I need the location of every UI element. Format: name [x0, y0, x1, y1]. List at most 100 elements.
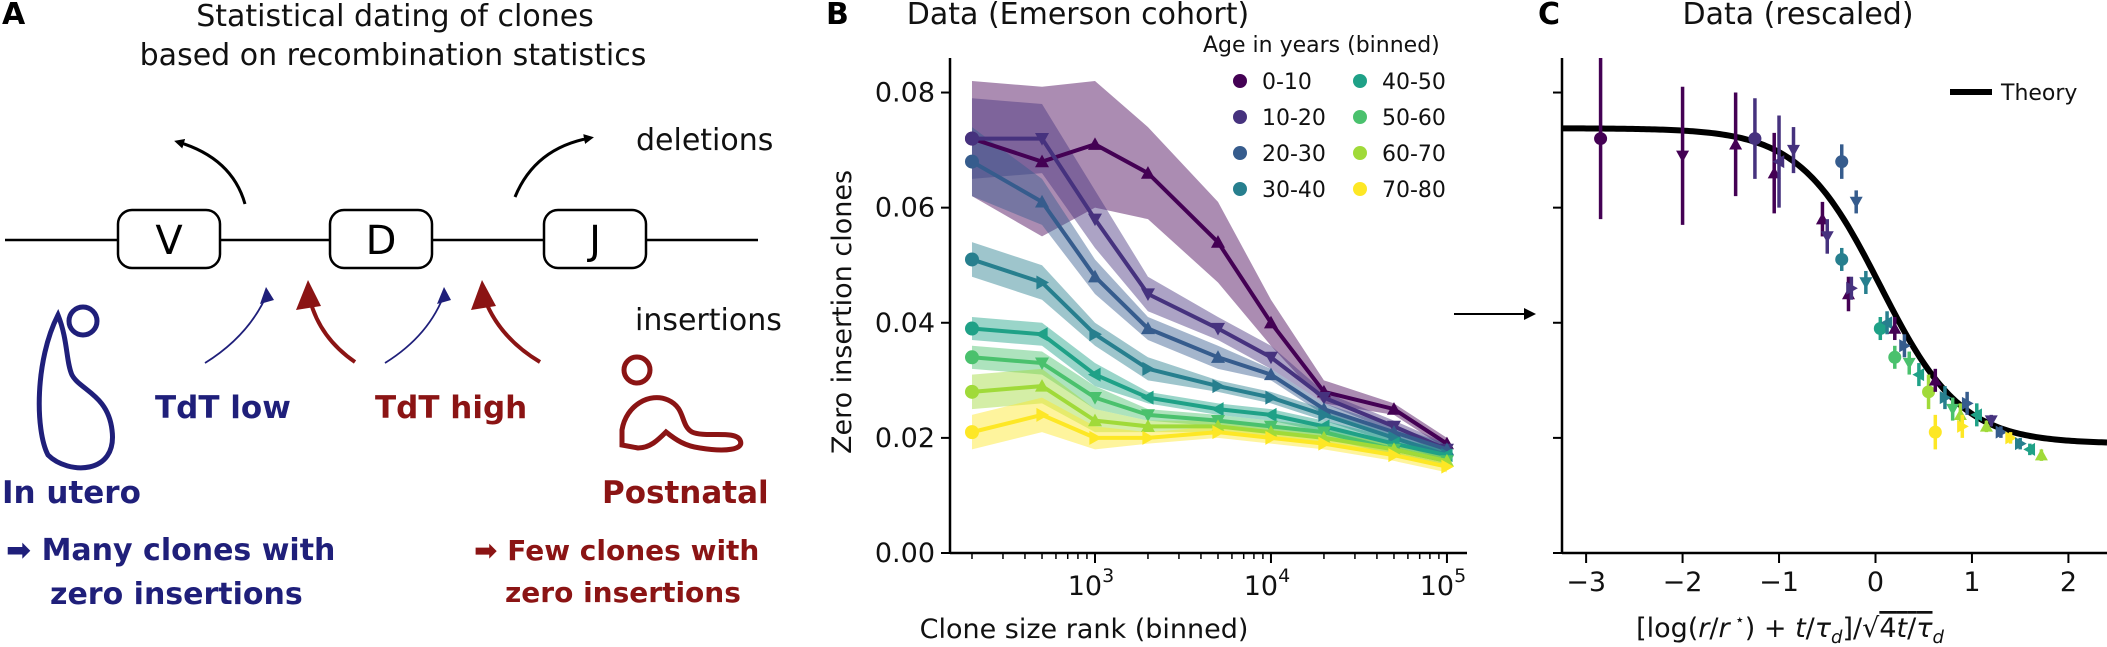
- deletions-label: deletions: [636, 123, 773, 158]
- data-point: [1946, 403, 1960, 416]
- point-series-70-80: [1036, 407, 1050, 422]
- point-series-40-50: [1210, 402, 1224, 417]
- point-series-70-80: [1441, 459, 1454, 474]
- panel-b-x-axis-label: Clone size rank (binned): [920, 614, 1249, 645]
- insertion-arrowhead-red-left: [296, 280, 321, 310]
- point-series-70-80: [1318, 436, 1331, 451]
- panel-c-x-tick-label: −2: [1663, 567, 1703, 598]
- legend-label-10-20: 10-20: [1262, 106, 1326, 131]
- panel-c-x-tick-label: 2: [2060, 567, 2077, 598]
- point-series-10-20: [1316, 391, 1331, 405]
- data-point: [1970, 408, 1982, 422]
- in-utero-label: In utero: [2, 475, 141, 511]
- point-series-40-50: [964, 321, 979, 336]
- insertion-arrow-blue-left: [204, 291, 269, 364]
- postnatal-label: Postnatal: [602, 475, 769, 511]
- point-series-10-20: [1035, 132, 1050, 146]
- legend-marker-40-50: [1353, 74, 1367, 88]
- panel-c-x-tick-label: −1: [1759, 567, 1799, 598]
- point-series-40-50: [1087, 367, 1101, 382]
- data-point: [1846, 281, 1858, 295]
- insertion-arrow-red-left: [308, 299, 357, 364]
- point-series-60-70: [964, 384, 979, 399]
- point-series-70-80: [1089, 430, 1102, 445]
- gene-box-v: V: [116, 208, 222, 270]
- data-point: [1676, 150, 1690, 163]
- gene-label-d: D: [366, 218, 397, 264]
- panel-b-y-axis-label: Zero insertion clones: [827, 170, 858, 454]
- point-series-0-10: [1386, 402, 1401, 415]
- point-series-0-10: [1035, 154, 1050, 168]
- insertion-arrowhead-red-right: [471, 280, 496, 310]
- data-point: [1928, 373, 1942, 386]
- panel-b-x-tick-label: 105: [1420, 565, 1466, 602]
- few-clones-line2: zero insertions: [505, 576, 741, 609]
- point-series-20-30: [1035, 194, 1050, 208]
- data-point: [1995, 425, 2008, 439]
- data-point: [1899, 339, 1911, 353]
- gene-box-j: J: [542, 208, 648, 270]
- point-series-30-40: [1036, 275, 1050, 290]
- legend-marker-20-30: [1233, 146, 1247, 160]
- data-point: [1984, 415, 1998, 428]
- panel-a: A Statistical dating of clones based on …: [2, 0, 782, 612]
- point-series-30-40: [1142, 361, 1155, 376]
- panel-c-x-axis-label: [log(r/r ⋆) + t/τd]/√4t/τd: [1636, 610, 1944, 647]
- data-point: [1912, 368, 1925, 382]
- data-point: [1888, 350, 1902, 364]
- data-point: [1922, 385, 1936, 399]
- panel-c-plot-area: −3 −2 −1 0 1 2: [1553, 58, 2107, 598]
- insertion-arrowhead-blue-right: [437, 287, 451, 304]
- data-point: [1902, 357, 1916, 370]
- data-point: [1873, 322, 1887, 336]
- legend-label-70-80: 70-80: [1382, 178, 1446, 203]
- panel-a-label: A: [2, 0, 26, 32]
- panel-c-x-tick-label: 0: [1867, 567, 1884, 598]
- point-series-60-70: [1087, 413, 1102, 427]
- band-series-50-60: [971, 345, 1447, 467]
- legend-label-20-30: 20-30: [1262, 142, 1326, 167]
- panel-b-legend-title: Age in years (binned): [1203, 33, 1440, 58]
- panel-b-y-tick-label: 0.08: [875, 78, 935, 109]
- data-point: [1835, 252, 1849, 266]
- tdt-high-label: TdT high: [375, 390, 527, 426]
- point-series-10-20: [1140, 288, 1155, 301]
- band-series-70-80: [971, 397, 1447, 473]
- data-point: [1979, 419, 1993, 432]
- point-series-70-80: [1265, 430, 1278, 445]
- legend-marker-60-70: [1353, 146, 1367, 160]
- panel-b-x-tick-label: 104: [1244, 565, 1290, 602]
- panel-c-x-tick-label: 1: [1963, 567, 1980, 598]
- panel-b-title: Data (Emerson cohort): [907, 0, 1249, 32]
- data-point: [2005, 431, 2018, 445]
- legend-label-60-70: 60-70: [1382, 142, 1446, 167]
- band-series-10-20: [971, 98, 1447, 456]
- point-series-20-30: [1087, 269, 1102, 283]
- insertion-arrow-blue-right: [384, 291, 446, 364]
- panel-b-legend: Age in years (binned) 0-10 10-20 20-30 30-4…: [1203, 33, 1446, 203]
- panel-a-title-line2: based on recombination statistics: [140, 38, 647, 73]
- point-series-50-60: [1087, 391, 1102, 405]
- panel-c-x-tick-label: −3: [1566, 567, 1606, 598]
- panel-a-title-line1: Statistical dating of clones: [196, 0, 594, 34]
- point-series-40-50: [1035, 327, 1048, 342]
- point-series-60-70: [1140, 419, 1155, 432]
- panel-c-label: C: [1538, 0, 1560, 32]
- point-series-60-70: [1035, 379, 1050, 392]
- legend-marker-10-20: [1233, 110, 1247, 124]
- point-series-50-60: [964, 350, 979, 365]
- legend-label-40-50: 40-50: [1382, 70, 1446, 95]
- panel-b-y-tick-label: 0.02: [875, 423, 935, 454]
- legend-theory-label: Theory: [2000, 81, 2077, 106]
- gene-box-d: D: [328, 208, 434, 270]
- legend-label-0-10: 0-10: [1262, 70, 1312, 95]
- data-point: [1880, 316, 1893, 330]
- data-point: [1888, 322, 1902, 334]
- point-series-70-80: [1388, 448, 1401, 463]
- data-point: [2023, 442, 2036, 456]
- deletion-arrow-left: [174, 138, 247, 205]
- data-point: [1939, 391, 1952, 405]
- many-clones-line2: zero insertions: [50, 577, 303, 612]
- theory-curve: [1561, 125, 2107, 446]
